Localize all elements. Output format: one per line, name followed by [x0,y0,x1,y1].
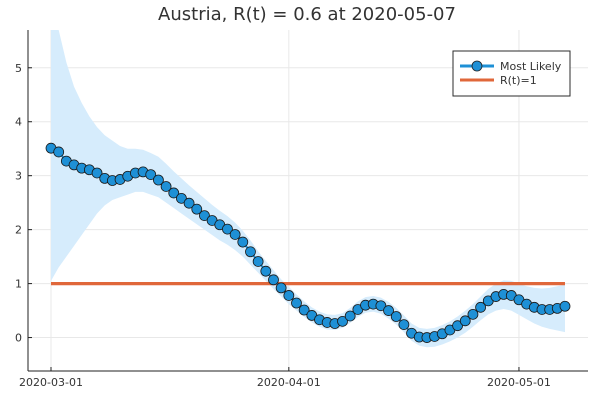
legend-item-reference: R(t)=1 [460,74,537,87]
data-point [199,210,210,222]
y-tick-labels: 0 1 2 3 4 5 [15,62,22,345]
data-point [229,229,241,240]
data-point [390,311,402,322]
data-point [245,246,256,258]
x-tick-labels: 2020-03-01 2020-04-01 2020-05-01 [19,376,551,389]
data-point [176,192,187,204]
most-likely-markers [45,142,571,343]
data-point [153,174,164,186]
data-point [337,315,348,327]
axes [27,30,588,372]
legend-marker-most-likely [471,60,483,72]
x-tick-label: 2020-03-01 [19,376,83,389]
y-tick-label: 1 [15,278,22,291]
legend-label-reference: R(t)=1 [500,74,537,87]
data-point [222,223,233,235]
data-point [268,274,279,286]
x-tick-label: 2020-05-01 [487,376,551,389]
data-point [383,305,394,316]
y-tick-label: 5 [15,62,22,75]
data-point [275,282,287,294]
data-point [475,301,487,313]
data-point [559,300,571,312]
data-point [375,300,387,312]
data-point [291,297,302,309]
chart-title: Austria, R(t) = 0.6 at 2020-05-07 [158,4,456,25]
data-point [168,187,180,199]
data-point [160,181,172,192]
legend-label-most-likely: Most Likely [500,60,562,73]
legend: Most Likely R(t)=1 [452,50,571,97]
data-point [191,203,203,215]
data-point [452,320,463,332]
legend-item-most-likely: Most Likely [460,60,562,73]
data-point [237,236,249,248]
data-point [459,315,471,327]
data-point [183,197,195,209]
y-tick-label: 2 [15,224,22,237]
data-point [91,167,103,179]
data-point [145,169,157,181]
data-point [260,265,272,277]
data-point [283,290,295,301]
data-point [344,310,356,322]
data-point [252,256,264,267]
data-point [298,304,310,316]
y-tick-label: 0 [15,332,22,345]
data-point [398,319,410,330]
y-tick-label: 4 [15,116,22,129]
y-tick-label: 3 [15,170,22,183]
data-point [467,308,479,320]
legend-box [452,50,571,97]
data-point [53,146,65,158]
confidence-band [51,30,565,348]
x-tick-label: 2020-04-01 [257,376,321,389]
